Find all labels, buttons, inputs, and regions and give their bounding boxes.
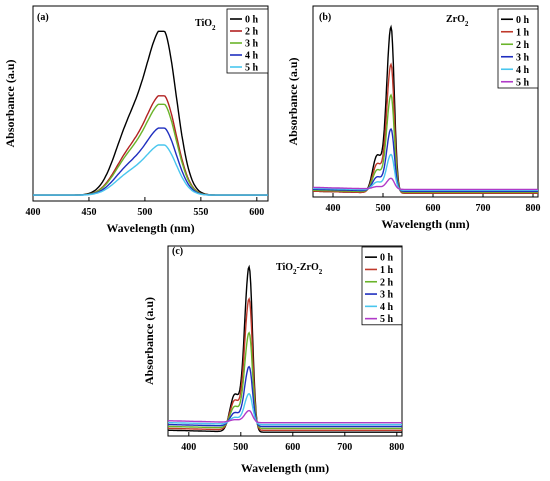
series-line-4h: [313, 153, 538, 192]
plot-frame: [167, 245, 403, 437]
x-axis-title: Wavelength (nm): [241, 461, 329, 475]
sample-label: TiO2: [195, 18, 216, 32]
series-line-5h: [33, 144, 268, 196]
legend-entry: 2 h: [245, 27, 259, 38]
legend-entry: 4 h: [245, 51, 259, 62]
legend-entry: 2 h: [516, 40, 530, 51]
series-line-5h: [313, 177, 538, 191]
x-tick-label: 450: [81, 207, 96, 218]
sample-label: TiO2-ZrO2: [276, 262, 323, 276]
x-tick-label: 600: [285, 442, 300, 453]
x-tick-label: 800: [526, 203, 541, 214]
legend-entry: 2 h: [380, 277, 394, 288]
legend-entry: 5 h: [516, 77, 530, 88]
series-line-2h: [33, 95, 268, 196]
sample-label: ZrO2: [446, 14, 469, 28]
x-tick-label: 500: [233, 442, 248, 453]
x-axis-title: Wavelength (nm): [381, 217, 469, 231]
y-axis-title: Absorbance (a.u): [142, 297, 156, 385]
series-line-3h: [33, 103, 268, 196]
series-line-0h: [168, 264, 402, 433]
legend-entry: 0 h: [380, 253, 394, 264]
x-tick-label: 400: [181, 442, 196, 453]
series-line-3h: [168, 365, 402, 428]
panel-label: (c): [172, 246, 183, 257]
panel-label: (b): [319, 12, 331, 23]
x-tick-label: 600: [249, 207, 264, 218]
panel-label: (a): [37, 12, 49, 23]
x-axis-title: Wavelength (nm): [106, 221, 194, 235]
chart-panel-b: 400 500 600 700 800 Wavelength (nm) Absorbance…: [286, 5, 541, 231]
series-line-4h: [168, 392, 402, 426]
plot-frame: [32, 5, 269, 202]
x-tick-label: 500: [376, 203, 391, 214]
legend-entry: 4 h: [380, 302, 394, 313]
plot-frame: [312, 5, 539, 198]
x-tick-label: 800: [389, 442, 404, 453]
legend-entry: 1 h: [380, 265, 394, 276]
series-line-5h: [168, 409, 402, 424]
chart-panel-a: 400 450 500 550 600 Wavelength (nm) Absorbance…: [3, 5, 269, 235]
series-line-2h: [168, 331, 402, 430]
chart-panel-c: 400 500 600 700 800 Wavelength (nm) Absorbance…: [142, 245, 404, 475]
x-tick-label: 500: [137, 207, 152, 218]
series-line-2h: [312, 93, 538, 193]
legend-entry: 0 h: [516, 15, 530, 26]
legend-entry: 5 h: [380, 314, 394, 325]
legend-entry: 0 h: [245, 15, 259, 26]
x-tick-label: 700: [337, 442, 352, 453]
series-line-1h: [168, 297, 402, 431]
legend-box: [497, 8, 539, 89]
y-axis-title: Absorbance (a.u): [286, 57, 300, 145]
legend-entry: 5 h: [245, 63, 259, 74]
legend-entry: 1 h: [516, 27, 530, 38]
x-tick-label: 400: [26, 207, 41, 218]
x-tick-label: 700: [476, 203, 491, 214]
legend-box: [226, 8, 269, 74]
legend-entry: 4 h: [516, 65, 530, 76]
legend-entry: 3 h: [380, 290, 394, 301]
series-line-1h: [313, 62, 538, 194]
series-line-4h: [33, 127, 268, 196]
legend-box: [361, 246, 403, 326]
x-tick-label: 600: [426, 203, 441, 214]
series-line-3h: [313, 127, 538, 193]
x-tick-label: 400: [326, 203, 341, 214]
legend-entry: 3 h: [516, 52, 530, 63]
legend-entry: 3 h: [245, 39, 259, 50]
x-tick-label: 550: [193, 207, 208, 218]
y-axis-title: Absorbance (a.u): [3, 59, 17, 147]
